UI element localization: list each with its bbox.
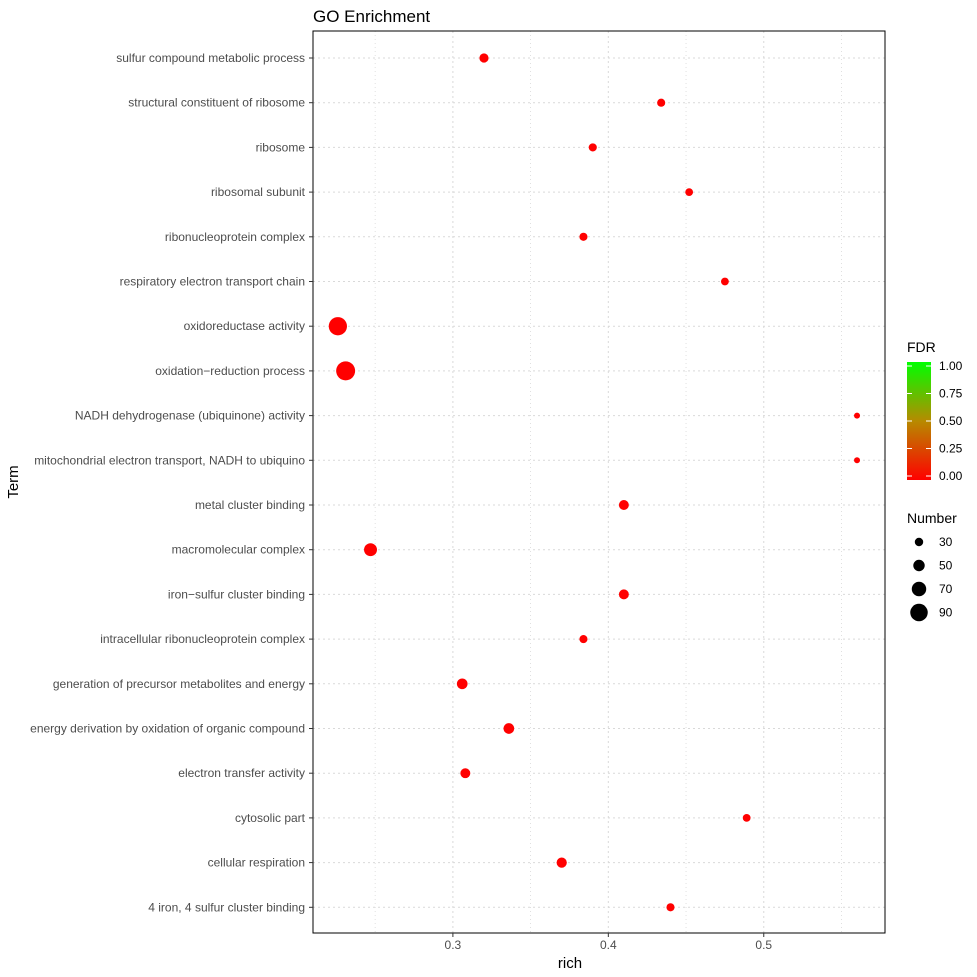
- y-tick-label: ribosomal subunit: [211, 185, 306, 199]
- size-legend-dot: [910, 603, 928, 622]
- data-point: [657, 98, 666, 107]
- data-point: [854, 412, 861, 419]
- size-legend-dot: [913, 559, 925, 572]
- y-tick-label: NADH dehydrogenase (ubiquinone) activity: [75, 409, 305, 423]
- data-point: [588, 143, 597, 152]
- fdr-tick-label: 0.25: [939, 442, 963, 456]
- size-legend-dot: [914, 537, 924, 547]
- data-point: [503, 723, 515, 734]
- data-point: [556, 857, 567, 868]
- size-legend-label: 50: [939, 559, 953, 573]
- y-tick-label: generation of precursor metabolites and …: [53, 677, 305, 691]
- data-point: [336, 361, 356, 381]
- y-tick-label: cellular respiration: [208, 856, 305, 870]
- chart-title: GO Enrichment: [313, 7, 430, 26]
- y-tick-label: 4 iron, 4 sulfur cluster binding: [148, 900, 305, 914]
- number-legend-title: Number: [907, 510, 957, 526]
- y-tick-label: mitochondrial electron transport, NADH t…: [34, 453, 305, 467]
- y-tick-label: energy derivation by oxidation of organi…: [30, 722, 305, 736]
- data-point: [666, 903, 675, 912]
- data-point: [479, 53, 489, 63]
- size-legend: 30 50 70 90: [910, 535, 953, 622]
- y-tick-label: ribonucleoprotein complex: [165, 230, 305, 244]
- y-tick-label: electron transfer activity: [178, 766, 305, 780]
- points-layer: [328, 53, 861, 912]
- data-point: [618, 589, 629, 600]
- data-point: [456, 678, 468, 690]
- y-tick-label: structural constituent of ribosome: [128, 96, 305, 110]
- grid-layer: [313, 31, 885, 933]
- y-tick-label: iron−sulfur cluster binding: [168, 587, 305, 601]
- data-point: [854, 457, 861, 464]
- x-tick-label: 0.3: [445, 938, 462, 952]
- legend: FDR 1.00 0.75 0.50 0.25 0.00 Number 30 50 70 90: [907, 339, 963, 622]
- y-axis-title: Term: [5, 465, 22, 498]
- x-axis-title: rich: [558, 955, 582, 972]
- x-axis-labels: 0.3 0.4 0.5: [445, 933, 772, 952]
- size-legend-label: 90: [939, 606, 953, 620]
- x-tick-label: 0.5: [755, 938, 772, 952]
- y-tick-label: oxidoreductase activity: [184, 319, 305, 333]
- panel-border: [312, 30, 886, 934]
- size-legend-dot: [911, 581, 927, 597]
- size-legend-label: 70: [939, 582, 953, 596]
- y-tick-label: macromolecular complex: [172, 543, 305, 557]
- data-point: [720, 277, 729, 286]
- fdr-tick-label: 1.00: [939, 359, 963, 373]
- data-point: [364, 543, 377, 557]
- fdr-tick-label: 0.00: [939, 469, 963, 483]
- y-tick-label: respiratory electron transport chain: [120, 275, 305, 289]
- fdr-legend-title: FDR: [907, 339, 936, 355]
- y-tick-label: ribosome: [256, 140, 306, 154]
- fdr-tick-label: 0.50: [939, 414, 963, 428]
- y-tick-label: metal cluster binding: [195, 498, 305, 512]
- y-axis-labels: sulfur compound metabolic process structu…: [30, 51, 313, 914]
- data-point: [685, 188, 694, 197]
- data-point: [742, 813, 751, 822]
- size-legend-label: 30: [939, 535, 953, 549]
- data-point: [460, 768, 471, 779]
- data-point: [579, 232, 588, 241]
- y-tick-label: sulfur compound metabolic process: [116, 51, 305, 65]
- fdr-ticks: 1.00 0.75 0.50 0.25 0.00: [907, 359, 963, 483]
- x-tick-label: 0.4: [600, 938, 617, 952]
- fdr-tick-label: 0.75: [939, 387, 963, 401]
- y-tick-label: intracellular ribonucleoprotein complex: [100, 632, 305, 646]
- data-point: [579, 635, 588, 644]
- y-tick-label: oxidation−reduction process: [155, 364, 305, 378]
- y-tick-label: cytosolic part: [235, 811, 306, 825]
- data-point: [328, 317, 347, 336]
- data-point: [618, 500, 629, 510]
